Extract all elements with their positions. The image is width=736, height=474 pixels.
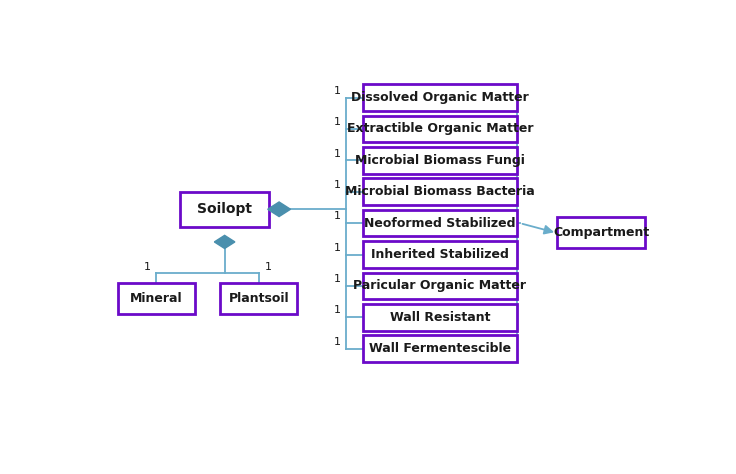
Polygon shape (268, 202, 291, 217)
Text: Microbial Biomass Fungi: Microbial Biomass Fungi (355, 154, 525, 167)
Text: Microbial Biomass Bacteria: Microbial Biomass Bacteria (345, 185, 535, 198)
Text: Soilopt: Soilopt (197, 202, 252, 216)
Text: Extractible Organic Matter: Extractible Organic Matter (347, 122, 533, 136)
FancyBboxPatch shape (557, 218, 645, 248)
Text: Mineral: Mineral (130, 292, 183, 305)
FancyBboxPatch shape (363, 178, 517, 205)
Text: 1: 1 (334, 117, 342, 127)
FancyBboxPatch shape (363, 210, 517, 237)
Text: 1: 1 (334, 211, 342, 221)
Text: Paricular Organic Matter: Paricular Organic Matter (353, 279, 526, 292)
Text: Dissolved Organic Matter: Dissolved Organic Matter (351, 91, 529, 104)
Text: Plantsoil: Plantsoil (229, 292, 289, 305)
Text: Wall Resistant: Wall Resistant (389, 311, 490, 324)
Text: Compartment: Compartment (553, 227, 649, 239)
Text: 1: 1 (334, 274, 342, 284)
FancyBboxPatch shape (363, 84, 517, 111)
Text: Neoformed Stabilized: Neoformed Stabilized (364, 217, 516, 229)
Text: Inherited Stabilized: Inherited Stabilized (371, 248, 509, 261)
Text: 1: 1 (334, 337, 342, 347)
Text: 1: 1 (334, 243, 342, 253)
FancyBboxPatch shape (220, 283, 297, 314)
Polygon shape (214, 236, 235, 248)
Text: 1: 1 (264, 262, 272, 272)
Text: 1: 1 (334, 305, 342, 316)
Text: 1: 1 (334, 180, 342, 190)
Text: 1: 1 (334, 148, 342, 158)
FancyBboxPatch shape (363, 147, 517, 173)
FancyBboxPatch shape (363, 116, 517, 142)
FancyBboxPatch shape (118, 283, 194, 314)
Text: 1: 1 (334, 86, 342, 96)
FancyBboxPatch shape (363, 273, 517, 299)
Text: 1: 1 (144, 262, 150, 272)
FancyBboxPatch shape (363, 304, 517, 331)
FancyBboxPatch shape (363, 336, 517, 362)
FancyBboxPatch shape (363, 241, 517, 268)
Text: Wall Fermentescible: Wall Fermentescible (369, 342, 511, 355)
FancyBboxPatch shape (180, 192, 269, 227)
